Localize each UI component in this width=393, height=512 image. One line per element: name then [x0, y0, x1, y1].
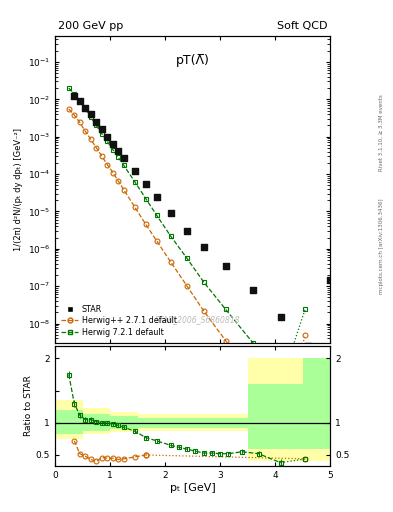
Point	[88, 110, 94, 118]
Text: pT(Λ̅): pT(Λ̅)	[176, 54, 209, 67]
Point	[154, 193, 160, 201]
X-axis label: pₜ [GeV]: pₜ [GeV]	[170, 482, 215, 493]
Point	[77, 97, 83, 105]
Point	[305, 342, 311, 350]
Point	[327, 275, 333, 284]
Point	[71, 92, 77, 100]
Y-axis label: Ratio to STAR: Ratio to STAR	[24, 375, 33, 436]
Point	[200, 243, 207, 251]
Point	[222, 262, 229, 270]
Text: Rivet 3.1.10, ≥ 3.3M events: Rivet 3.1.10, ≥ 3.3M events	[379, 95, 384, 172]
Point	[110, 140, 116, 148]
Text: 200 GeV pp: 200 GeV pp	[58, 21, 123, 31]
Text: mcplots.cern.ch [arXiv:1306.3436]: mcplots.cern.ch [arXiv:1306.3436]	[379, 198, 384, 293]
Y-axis label: 1/(2π) d²N/(pₜ dy dpₜ) [GeV⁻²]: 1/(2π) d²N/(pₜ dy dpₜ) [GeV⁻²]	[15, 128, 24, 251]
Text: STAR_2006_S6860818: STAR_2006_S6860818	[155, 315, 241, 325]
Point	[99, 125, 105, 133]
Point	[115, 146, 121, 155]
Point	[93, 118, 99, 126]
Legend: STAR, Herwig++ 2.7.1 default, Herwig 7.2.1 default: STAR, Herwig++ 2.7.1 default, Herwig 7.2…	[59, 303, 179, 339]
Point	[143, 180, 149, 188]
Point	[82, 103, 88, 112]
Point	[277, 313, 284, 321]
Point	[250, 286, 256, 294]
Point	[104, 133, 110, 141]
Point	[167, 209, 174, 217]
Point	[121, 154, 127, 162]
Point	[132, 167, 138, 175]
Text: Soft QCD: Soft QCD	[277, 21, 327, 31]
Point	[184, 227, 190, 235]
